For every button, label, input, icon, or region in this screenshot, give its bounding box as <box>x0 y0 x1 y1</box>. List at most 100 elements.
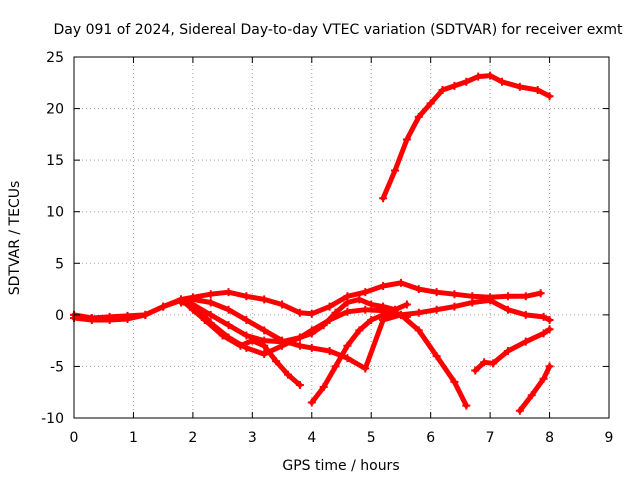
data-point <box>218 331 227 340</box>
axis-ticks: 0 1 2 3 4 5 6 7 8 9 -10 -5 0 5 10 15 20 25 <box>41 50 613 446</box>
data-point <box>515 406 524 415</box>
data-point <box>206 298 215 307</box>
data-point <box>248 336 257 345</box>
data-point <box>236 341 245 350</box>
y-tick-label: 10 <box>46 205 64 221</box>
data-point <box>278 341 287 350</box>
data-point <box>450 81 459 90</box>
x-tick-label: 9 <box>605 430 614 446</box>
data-point <box>260 341 269 350</box>
series-arc-h <box>472 326 553 374</box>
data-series <box>70 71 554 415</box>
series-arc-e <box>178 296 303 388</box>
data-point <box>295 308 304 317</box>
data-point <box>355 295 364 304</box>
data-point <box>545 92 554 101</box>
series-arc-g <box>380 73 553 201</box>
data-point <box>521 292 530 301</box>
data-point <box>536 289 545 298</box>
data-point <box>361 305 370 314</box>
data-point <box>343 307 352 316</box>
data-point <box>379 302 388 311</box>
data-point <box>402 300 411 309</box>
data-point <box>355 326 364 335</box>
data-point <box>402 312 411 321</box>
data-point <box>361 364 370 373</box>
x-tick-label: 5 <box>367 430 376 446</box>
x-axis-label: GPS time / hours <box>282 458 399 474</box>
data-point <box>462 77 471 86</box>
data-point <box>498 77 506 86</box>
data-point <box>159 302 168 311</box>
data-point <box>105 316 114 325</box>
data-point <box>200 316 209 325</box>
data-point <box>414 308 423 317</box>
data-point <box>295 380 304 389</box>
x-tick-label: 8 <box>545 430 554 446</box>
data-point <box>361 288 370 297</box>
chart-title: Day 091 of 2024, Sidereal Day-to-day VTE… <box>54 22 624 38</box>
data-point <box>432 305 441 314</box>
data-point <box>260 295 269 304</box>
data-point <box>545 325 554 334</box>
data-point <box>331 308 340 317</box>
y-tick-label: 0 <box>55 308 64 324</box>
data-point <box>391 308 399 317</box>
data-point <box>343 354 352 363</box>
x-tick-label: 1 <box>129 430 138 446</box>
y-tick-label: -10 <box>41 411 64 427</box>
data-point <box>539 374 548 383</box>
y-axis-label: SDTVAR / TECUs <box>7 181 23 296</box>
data-point <box>432 352 441 361</box>
data-point <box>206 310 215 319</box>
y-tick-label: 15 <box>46 153 64 169</box>
grid <box>74 57 609 418</box>
x-tick-label: 0 <box>70 430 79 446</box>
data-point <box>260 350 269 359</box>
data-point <box>503 292 512 301</box>
plot-frame <box>73 56 610 419</box>
data-point <box>450 302 459 311</box>
x-tick-label: 7 <box>486 430 495 446</box>
data-point <box>480 358 489 367</box>
data-point <box>489 359 498 368</box>
data-point <box>206 290 215 299</box>
data-point <box>462 401 471 410</box>
data-point <box>295 341 304 350</box>
data-point <box>450 290 459 299</box>
x-tick-label: 4 <box>307 430 316 446</box>
data-point <box>486 296 495 305</box>
data-point <box>242 331 251 340</box>
data-point <box>438 86 447 95</box>
x-tick-label: 3 <box>248 430 257 446</box>
data-point <box>325 302 334 311</box>
data-point <box>503 346 512 355</box>
data-point <box>224 288 233 297</box>
data-point <box>188 305 197 314</box>
data-point <box>260 326 269 335</box>
data-point <box>379 281 388 290</box>
data-point <box>319 383 328 392</box>
data-point <box>474 72 483 81</box>
data-point <box>343 341 352 350</box>
data-point <box>545 316 554 325</box>
data-point <box>295 333 304 342</box>
data-point <box>224 321 233 330</box>
data-point <box>396 278 405 287</box>
data-point <box>343 298 352 307</box>
data-point <box>307 329 316 338</box>
data-point <box>177 295 185 304</box>
data-point <box>307 398 316 407</box>
data-point <box>426 99 435 108</box>
data-point <box>331 362 340 371</box>
x-tick-label: 6 <box>426 430 435 446</box>
data-point <box>471 366 480 375</box>
data-point <box>307 343 316 352</box>
data-point <box>141 310 150 319</box>
data-point <box>521 310 530 319</box>
x-tick-label: 2 <box>188 430 197 446</box>
data-point <box>379 194 388 203</box>
data-point <box>379 310 388 319</box>
data-point <box>242 316 251 325</box>
